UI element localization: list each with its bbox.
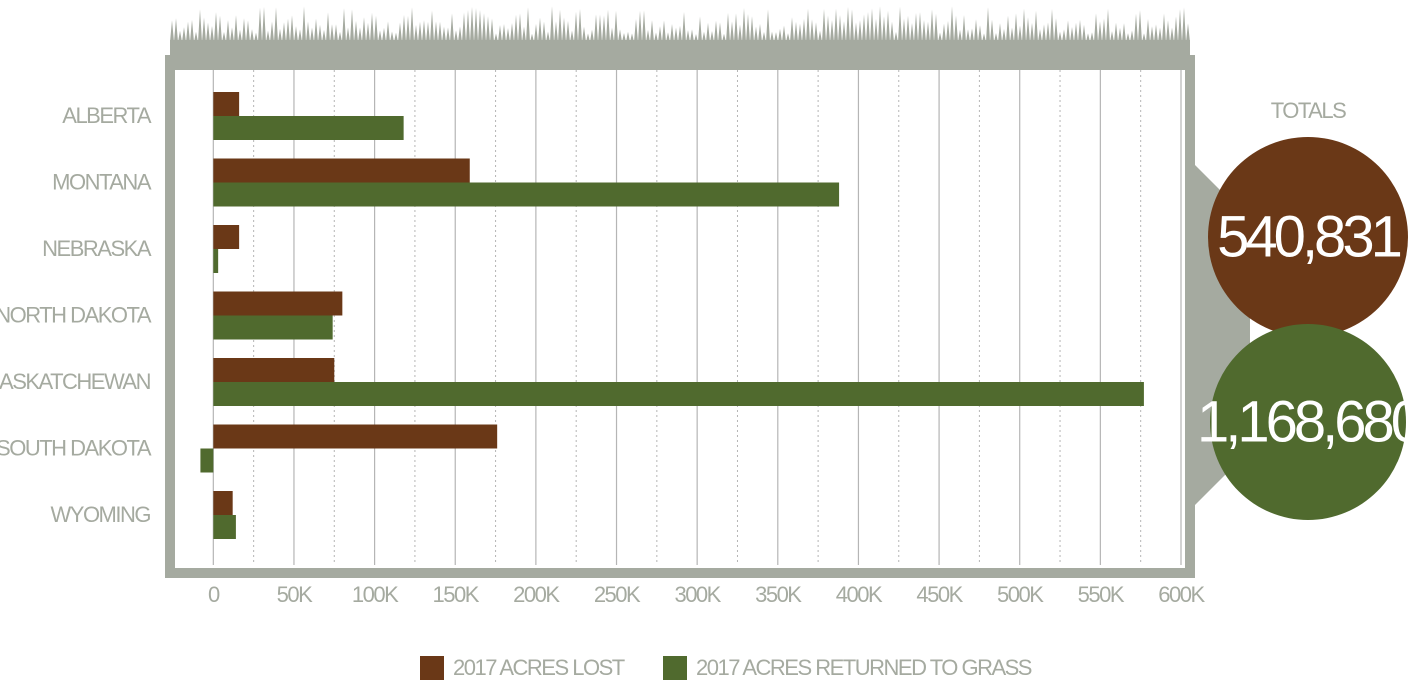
x-tick-label: 600K	[1158, 582, 1205, 607]
x-tick-label: 350K	[755, 582, 802, 607]
legend-swatch	[420, 656, 444, 680]
x-tick-label: 100K	[352, 582, 399, 607]
bar	[213, 116, 404, 140]
bar	[213, 515, 236, 539]
category-label: NEBRASKA	[42, 236, 152, 261]
legend-label: 2017 ACRES RETURNED TO GRASS	[696, 655, 1032, 680]
x-tick-label: 450K	[916, 582, 963, 607]
bar	[213, 315, 333, 340]
category-label: SASKATCHEWAN	[0, 369, 151, 394]
x-tick-label: 0	[208, 582, 220, 607]
category-label: MONTANA	[52, 169, 152, 194]
grass-decoration	[170, 6, 1192, 43]
legend-label: 2017 ACRES LOST	[453, 655, 625, 680]
bar	[213, 291, 343, 316]
bar	[213, 158, 470, 183]
x-tick-label: 200K	[513, 582, 560, 607]
totals-label: TOTALS	[1271, 98, 1346, 123]
category-label: NORTH DAKOTA	[0, 302, 152, 327]
x-tick-label: 250K	[594, 582, 641, 607]
bar	[213, 382, 1144, 406]
total-value: 1,168,680	[1197, 389, 1416, 454]
bar	[213, 92, 240, 116]
legend-swatch	[663, 656, 687, 680]
total-circle	[1210, 324, 1406, 520]
bar	[213, 358, 335, 382]
x-tick-label: 150K	[433, 582, 480, 607]
total-value: 540,831	[1217, 204, 1400, 269]
bar	[213, 225, 240, 249]
x-tick-label: 300K	[674, 582, 721, 607]
x-tick-label: 400K	[836, 582, 883, 607]
plot	[212, 70, 1182, 565]
category-label: SOUTH DAKOTA	[0, 435, 152, 460]
bar	[213, 424, 498, 449]
frame	[165, 6, 1250, 578]
bar	[213, 491, 233, 515]
total-circle	[1208, 137, 1408, 337]
bar	[213, 249, 219, 273]
bar	[200, 448, 214, 473]
x-tick-label: 50K	[277, 582, 313, 607]
x-tick-label: 500K	[997, 582, 1044, 607]
bar	[213, 182, 840, 207]
x-tick-label: 550K	[1078, 582, 1125, 607]
category-label: ALBERTA	[62, 103, 152, 128]
category-label: WYOMING	[51, 502, 151, 527]
